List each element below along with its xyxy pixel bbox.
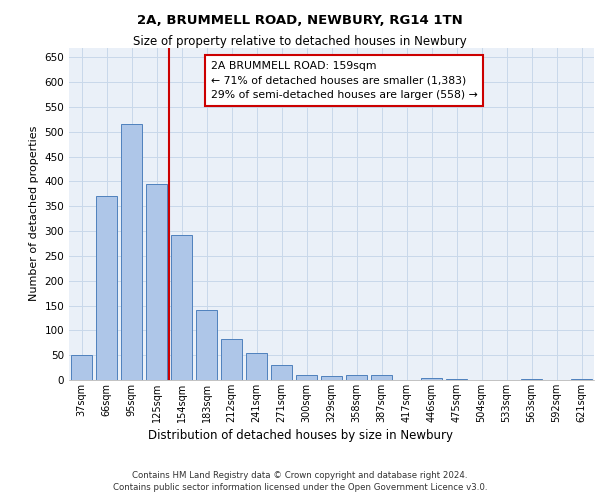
Bar [196, 310, 217, 380]
Bar [271, 365, 292, 380]
Bar [146, 184, 167, 380]
Bar [421, 378, 442, 380]
Bar [96, 196, 117, 380]
Bar [221, 339, 242, 380]
Text: Size of property relative to detached houses in Newbury: Size of property relative to detached ho… [133, 35, 467, 48]
Text: Contains HM Land Registry data © Crown copyright and database right 2024.
Contai: Contains HM Land Registry data © Crown c… [113, 471, 487, 492]
Bar [446, 379, 467, 380]
Bar [71, 355, 92, 380]
Text: 2A BRUMMELL ROAD: 159sqm
← 71% of detached houses are smaller (1,383)
29% of sem: 2A BRUMMELL ROAD: 159sqm ← 71% of detach… [211, 61, 478, 100]
Bar [171, 234, 192, 380]
Bar [246, 352, 267, 380]
Bar [571, 378, 592, 380]
Bar [521, 378, 542, 380]
Text: 2A, BRUMMELL ROAD, NEWBURY, RG14 1TN: 2A, BRUMMELL ROAD, NEWBURY, RG14 1TN [137, 14, 463, 27]
Bar [321, 376, 342, 380]
Y-axis label: Number of detached properties: Number of detached properties [29, 126, 39, 302]
Bar [121, 124, 142, 380]
Text: Distribution of detached houses by size in Newbury: Distribution of detached houses by size … [148, 430, 452, 442]
Bar [296, 375, 317, 380]
Bar [346, 375, 367, 380]
Bar [371, 374, 392, 380]
